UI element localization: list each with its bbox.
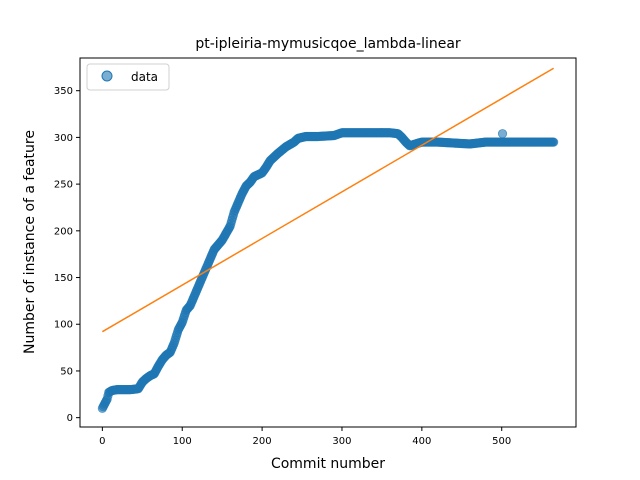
x-axis-ticks: 0 100 200 300 400 500 [99,427,511,447]
y-tick-label: 100 [54,320,73,331]
chart-title: pt-ipleiria-mymusicqoe_lambda-linear [195,36,461,52]
plot-area-frame [79,57,577,428]
y-tick-label: 0 [67,413,73,424]
regression-line-path [101,67,555,333]
x-tick-label: 400 [412,436,431,447]
x-tick-label: 100 [173,436,192,447]
y-tick-label: 250 [54,180,73,191]
legend-box [86,63,170,91]
x-tick-label: 500 [492,436,511,447]
data-point [497,129,508,139]
y-axis-ticks: 0 50 100 150 200 250 300 350 [54,86,80,424]
y-tick-label: 300 [54,133,73,144]
regression-line [101,67,555,333]
x-tick-label: 200 [253,436,272,447]
data-points [97,128,559,413]
x-tick-label: 0 [99,436,105,447]
data-point [549,137,559,147]
x-tick-label: 300 [332,436,351,447]
y-tick-label: 150 [54,273,73,284]
y-tick-label: 50 [60,366,73,377]
legend: data [86,63,170,91]
x-axis-label: Commit number [271,456,385,472]
y-tick-label: 200 [54,226,73,237]
y-axis-label: Number of instance of a feature [22,130,38,354]
legend-marker-data [101,70,113,82]
y-tick-label: 350 [54,86,73,97]
legend-label-data: data [131,70,158,84]
